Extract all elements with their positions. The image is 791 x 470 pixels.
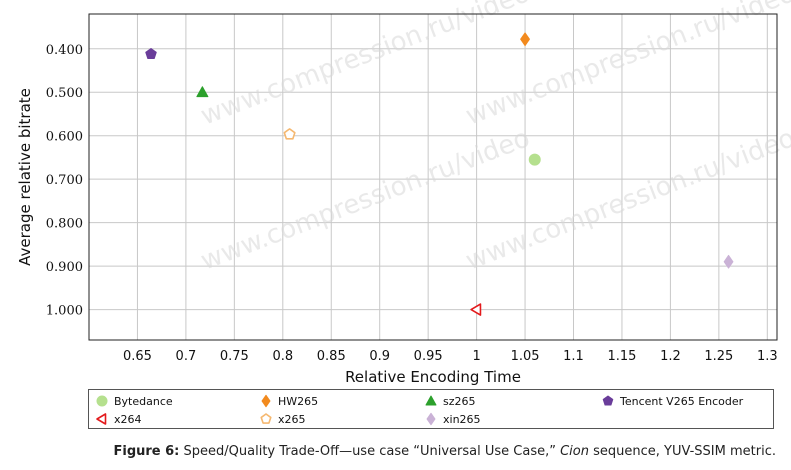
legend-item-x264: x264 — [95, 410, 142, 428]
legend-symbol-bytedance — [96, 395, 108, 407]
x-tick-label: 0.75 — [220, 349, 249, 364]
legend-symbol-x264 — [96, 413, 107, 425]
x-tick-label: 1 — [472, 349, 480, 364]
x-tick-label: 0.9 — [369, 349, 390, 364]
point-sz265 — [196, 86, 209, 98]
x-tick-label: 1.3 — [757, 349, 778, 364]
legend-symbol-tencent-v265-encoder — [602, 395, 614, 406]
y-tick-label: 0.900 — [46, 260, 83, 275]
x-tick-label: 0.95 — [414, 349, 443, 364]
legend-item-sz265: sz265 — [424, 392, 476, 410]
caption-sequence: Cion — [560, 444, 589, 459]
legend-label: sz265 — [443, 394, 476, 408]
x-tick-label: 1.15 — [607, 349, 636, 364]
y-tick-label: 0.600 — [46, 130, 83, 145]
legend-item-bytedance: Bytedance — [95, 392, 173, 410]
legend-label: Bytedance — [114, 394, 173, 408]
legend-marker-tencent-v265-encoder — [602, 395, 614, 406]
x-tick-label: 1.25 — [704, 349, 733, 364]
point-hw265 — [520, 32, 530, 47]
caption-text: Speed/Quality Trade-Off—use case “Univer… — [179, 444, 561, 459]
caption-text-end: sequence, YUV-SSIM metric. — [588, 444, 776, 459]
x-axis-title: Relative Encoding Time — [345, 368, 521, 386]
legend-symbol-sz265 — [425, 395, 437, 406]
point-xin265 — [723, 254, 734, 269]
y-tick-label: 0.500 — [46, 86, 83, 101]
legend-label: xin265 — [443, 412, 481, 426]
data-points — [145, 32, 734, 316]
grid — [89, 14, 777, 340]
y-axis-title: Average relative bitrate — [16, 88, 34, 266]
x-tick-label: 0.7 — [176, 349, 197, 364]
caption-label: Figure 6: — [113, 444, 180, 459]
legend-item-tencent-v265-encoder: Tencent V265 Encoder — [601, 392, 743, 410]
legend-item-xin265: xin265 — [424, 410, 481, 428]
point-bytedance — [528, 153, 541, 166]
legend-symbol-hw265 — [261, 394, 271, 408]
legend-marker-bytedance — [96, 395, 108, 407]
legend-label: x265 — [278, 412, 306, 426]
y-tick-label: 0.700 — [46, 173, 83, 188]
legend-item-hw265: HW265 — [259, 392, 318, 410]
legend-label: x264 — [114, 412, 142, 426]
legend-marker-x265 — [260, 413, 272, 424]
legend-label: Tencent V265 Encoder — [620, 394, 744, 408]
point-x264 — [470, 303, 482, 316]
y-tick-label: 1.000 — [46, 304, 83, 319]
point-tencent-v265-encoder — [145, 47, 157, 59]
tick-labels: 0.65 0.7 0.75 0.8 0.85 0.9 0.95 1 1.05 1.1 1.15 1.2… — [46, 43, 778, 364]
legend-marker-hw265 — [261, 394, 271, 408]
legend-symbol-xin265 — [426, 412, 436, 426]
x-tick-label: 0.65 — [123, 349, 152, 364]
y-tick-label: 0.800 — [46, 217, 83, 232]
legend-symbol-x265 — [260, 413, 272, 424]
scatter-chart: www.compression.ru/videowww.compression.… — [16, 0, 791, 386]
x-tick-label: 1.1 — [563, 349, 584, 364]
legend-marker-x264 — [96, 413, 107, 425]
x-tick-label: 1.2 — [660, 349, 681, 364]
plot-background — [89, 14, 777, 340]
x-tick-label: 0.8 — [272, 349, 293, 364]
legend-marker-sz265 — [425, 395, 437, 406]
figure-caption: Figure 6: Speed/Quality Trade-Off—use ca… — [0, 444, 776, 459]
y-tick-label: 0.400 — [46, 43, 83, 58]
legend-label: HW265 — [278, 394, 319, 408]
x-tick-label: 1.05 — [511, 349, 540, 364]
legend-item-x265: x265 — [259, 410, 306, 428]
plot-frame — [88, 13, 778, 341]
x-tick-label: 0.85 — [317, 349, 346, 364]
legend: Bytedance HW265 sz265 Tencent V265 Encoder x… — [88, 389, 774, 429]
point-x265 — [283, 128, 296, 140]
legend-marker-xin265 — [426, 412, 436, 426]
